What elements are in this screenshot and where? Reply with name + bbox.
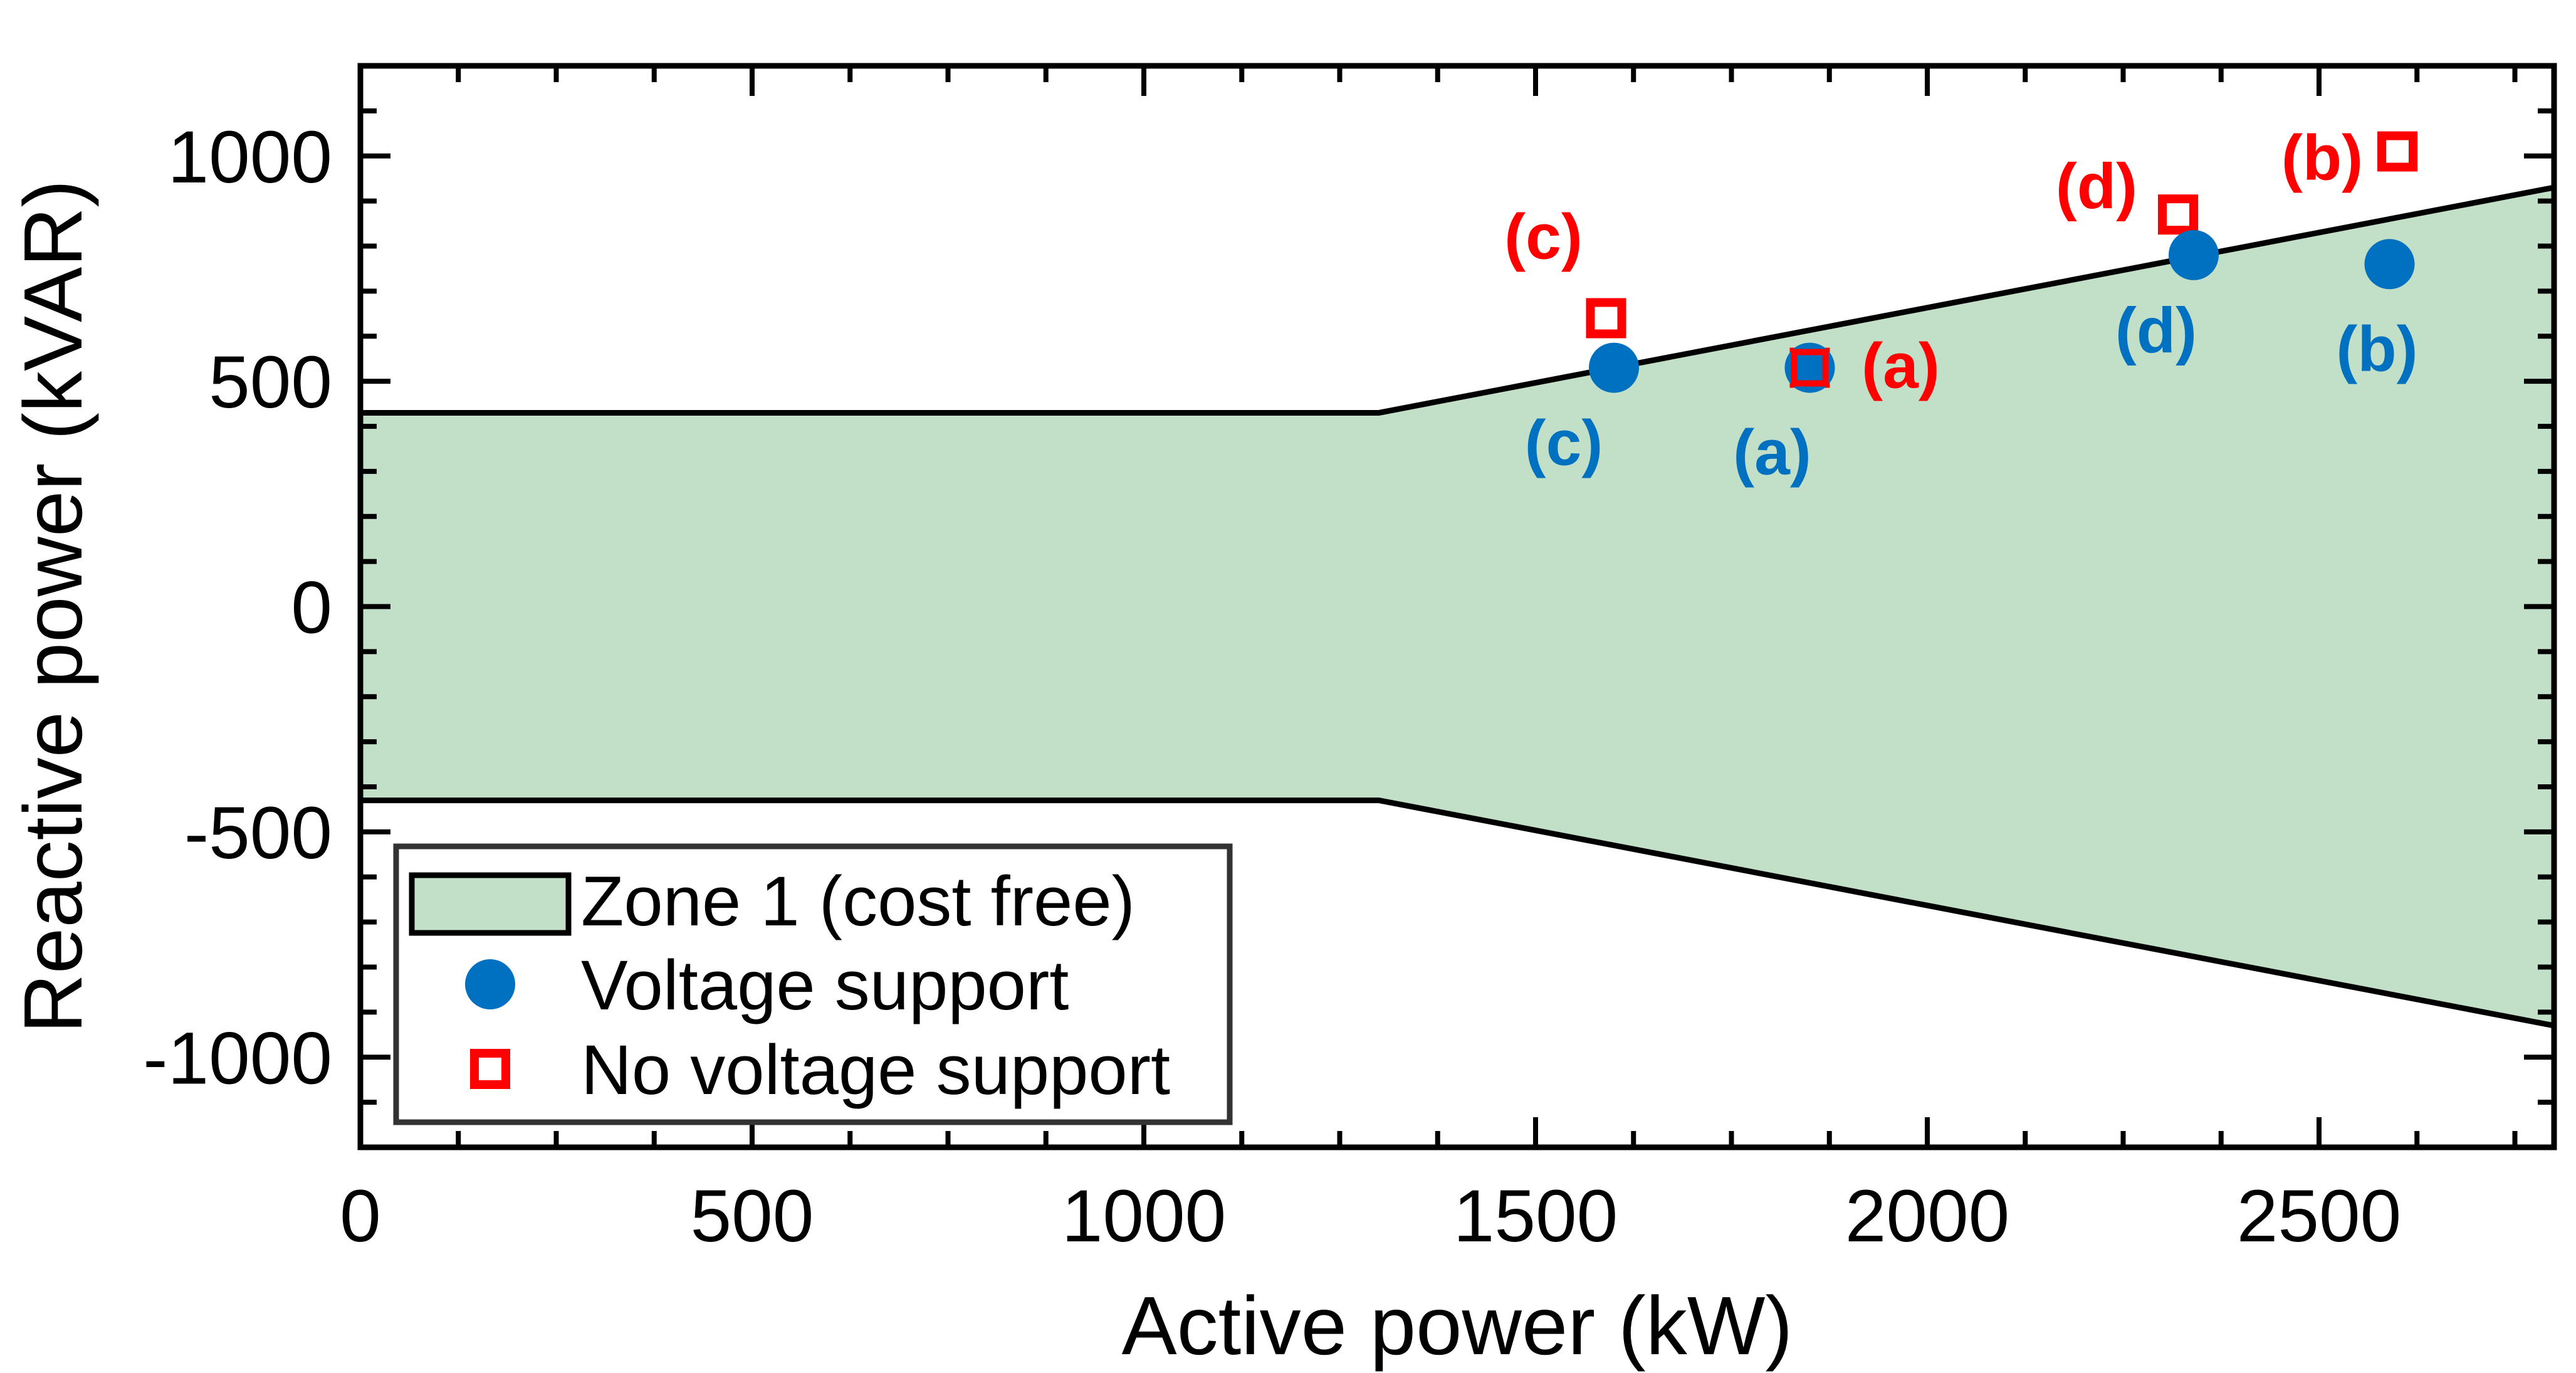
no-support-label: (c) xyxy=(1504,201,1583,273)
x-tick-label: 1000 xyxy=(1062,1175,1227,1258)
y-tick-label: 500 xyxy=(209,341,332,424)
x-axis-label: Active power (kW) xyxy=(1122,1280,1793,1372)
voltage-support-label: (c) xyxy=(1525,408,1603,479)
legend-circle-marker xyxy=(465,959,515,1009)
no-support-point-overlay-a xyxy=(1791,349,1829,387)
legend-square-marker xyxy=(470,1049,510,1089)
no-support-point-d xyxy=(2158,194,2198,235)
no-support-label: (d) xyxy=(2056,150,2137,222)
voltage-support-point-b xyxy=(2364,239,2415,290)
no-support-label: (b) xyxy=(2281,122,2363,194)
x-tick-label: 0 xyxy=(340,1175,381,1258)
zone1-area xyxy=(360,187,2554,1026)
no-support-point-b xyxy=(2377,131,2417,172)
y-axis-label: Reactive power (kVAR) xyxy=(7,180,99,1034)
y-tick-label: 0 xyxy=(291,567,332,650)
points-layer: (a) (b) (c) (d) (a) (b) (c) (d) xyxy=(1504,122,2417,488)
legend-label-voltage-support: Voltage support xyxy=(581,946,1069,1024)
zone-layer xyxy=(360,184,2555,1029)
zone1-upper-boundary xyxy=(360,184,2555,416)
y-tick-label: -1000 xyxy=(143,1017,332,1100)
legend-zone-swatch xyxy=(409,872,572,936)
voltage-support-point-d xyxy=(2169,229,2219,280)
y-tick-label: -500 xyxy=(184,792,332,875)
voltage-support-point-c xyxy=(1589,342,1639,393)
axes-layer: 0 500 1000 1500 2000 2500 1000 500 0 -500 -1000 Act… xyxy=(7,63,2557,1372)
zone1-lower-boundary xyxy=(360,797,2555,1029)
x-tick-label: 2000 xyxy=(1845,1175,2010,1258)
legend-label-no-voltage-support: No voltage support xyxy=(581,1031,1170,1109)
x-tick-label: 500 xyxy=(691,1175,814,1258)
voltage-support-label: (a) xyxy=(1733,417,1811,488)
voltage-support-label: (b) xyxy=(2336,313,2417,384)
x-tick-label: 1500 xyxy=(1453,1175,1618,1258)
y-tick-label: 1000 xyxy=(167,116,332,199)
x-tick-label: 2500 xyxy=(2237,1175,2402,1258)
voltage-support-label: (d) xyxy=(2115,295,2197,366)
no-support-label: (a) xyxy=(1861,330,1940,402)
no-support-point-c xyxy=(1586,298,1626,339)
legend-label-zone: Zone 1 (cost free) xyxy=(581,862,1135,940)
